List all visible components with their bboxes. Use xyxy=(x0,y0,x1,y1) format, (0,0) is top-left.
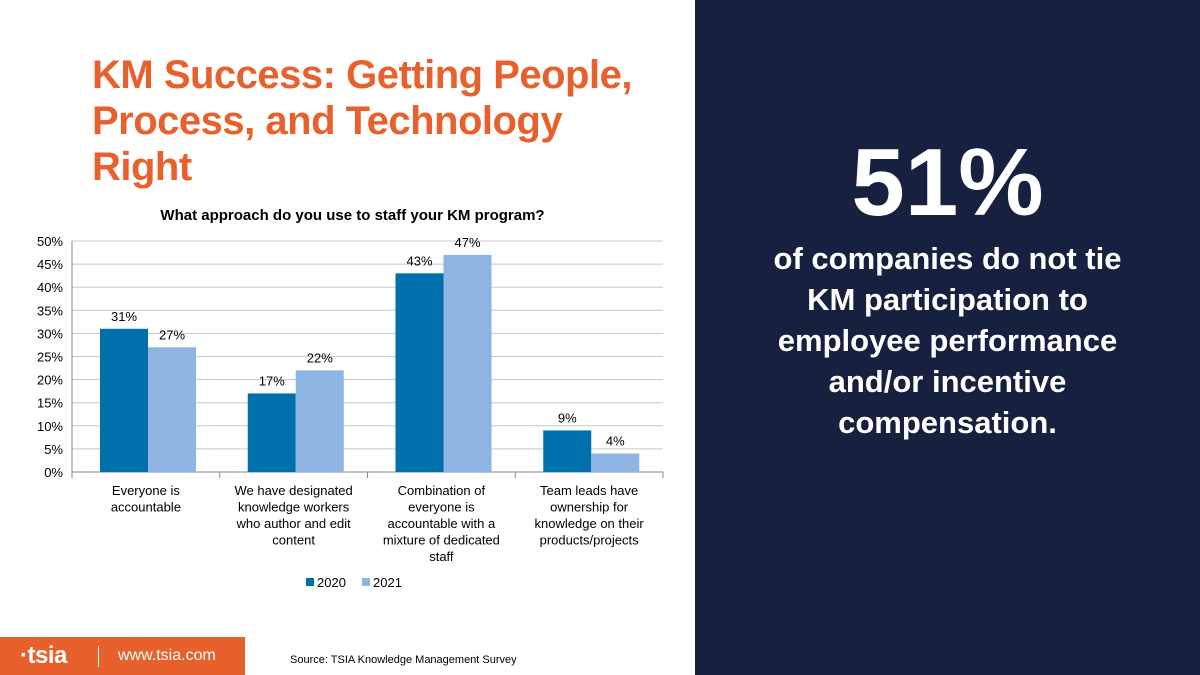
bar-chart: What approach do you use to staff your K… xyxy=(37,207,664,590)
x-category-label-line: Combination of xyxy=(398,483,486,498)
data-label: 22% xyxy=(307,350,333,365)
y-tick-label: 30% xyxy=(37,326,63,341)
bar-2021-3 xyxy=(443,254,492,472)
stat-line-4: and/or incentive xyxy=(828,364,1067,399)
y-tick-label: 15% xyxy=(37,396,63,411)
x-category-label: Team leads have ownership for knowledge on… xyxy=(535,483,645,548)
stat-value: 51% xyxy=(851,129,1044,236)
y-tick-label: 45% xyxy=(37,257,63,272)
legend-swatch-2020 xyxy=(306,578,314,586)
y-tick-label: 5% xyxy=(44,442,63,457)
y-tick-label: 20% xyxy=(37,373,63,388)
bar-2021-1 xyxy=(148,347,196,472)
legend-label-2021: 2021 xyxy=(373,575,402,590)
title-line-2: Process, and Technology Right xyxy=(92,99,563,189)
bar-2020-4 xyxy=(543,430,592,472)
x-category-label-line: We have designated xyxy=(234,483,352,498)
data-label: 31% xyxy=(111,309,137,324)
x-category-label-line: accountable with a xyxy=(388,516,496,531)
data-label: 27% xyxy=(159,327,185,342)
legend-label-2020: 2020 xyxy=(317,575,346,590)
x-category-label: We have designated knowledge workers who a… xyxy=(234,483,352,548)
stat-description: of companies do not tie KM participation… xyxy=(695,238,1200,443)
y-tick-label: 50% xyxy=(37,234,63,249)
x-category-label-line: ownership for xyxy=(550,500,629,515)
legend-swatch-2021 xyxy=(362,578,370,586)
y-tick-label: 10% xyxy=(37,419,63,434)
website-link[interactable]: www.tsia.com xyxy=(118,647,216,664)
stat-line-3: employee performance xyxy=(777,323,1118,358)
y-tick-label: 40% xyxy=(37,280,63,295)
left-panel: KM Success: Getting People, Process, and… xyxy=(0,52,672,675)
x-category-label-line: Everyone is xyxy=(112,483,180,498)
y-tick-label: 0% xyxy=(44,465,63,480)
bar-2021-4 xyxy=(591,453,640,472)
x-category-label-line: Team leads have xyxy=(540,483,638,498)
x-category-label-line: knowledge workers xyxy=(238,500,350,515)
footer-divider xyxy=(98,646,99,667)
x-category-label-line: content xyxy=(272,533,315,548)
source-note: Source: TSIA Knowledge Management Survey xyxy=(290,654,517,666)
x-category-label-line: knowledge on their xyxy=(535,516,645,531)
chart-title: What approach do you use to staff your K… xyxy=(160,207,544,224)
x-category-label-line: accountable xyxy=(111,500,181,515)
stat-panel: 51% of companies do not tie KM participa… xyxy=(695,0,1200,675)
x-category-label-line: mixture of dedicated xyxy=(383,533,500,548)
x-category-label-line: who author and edit xyxy=(236,516,352,531)
data-label: 47% xyxy=(454,235,480,250)
data-label: 4% xyxy=(606,434,625,449)
stat-line-2: KM participation to xyxy=(807,282,1088,317)
y-tick-label: 25% xyxy=(37,350,63,365)
bar-2020-1 xyxy=(100,328,148,472)
stat-line-1: of companies do not tie xyxy=(773,241,1122,276)
slide-title: KM Success: Getting People, Process, and… xyxy=(92,52,672,190)
x-category-label-line: everyone is xyxy=(408,500,475,515)
title-line-1: KM Success: Getting People, xyxy=(92,53,632,97)
data-label: 17% xyxy=(259,373,285,388)
bar-2020-2 xyxy=(247,393,296,472)
bar-2021-2 xyxy=(295,370,344,472)
data-label: 9% xyxy=(558,410,577,425)
x-category-label-line: products/projects xyxy=(540,533,639,548)
y-tick-label: 35% xyxy=(37,303,63,318)
data-label: 43% xyxy=(406,253,432,268)
x-category-label-line: staff xyxy=(429,549,454,564)
x-category-label: Combination of everyone is accountable wit… xyxy=(383,483,500,564)
stat-line-5: compensation. xyxy=(838,405,1057,440)
bar-2020-3 xyxy=(395,273,444,472)
tsia-logo: ·tsia xyxy=(20,642,67,669)
footer-bar: ·tsia www.tsia.com xyxy=(0,637,245,675)
x-category-label: Everyone is accountable xyxy=(111,483,181,515)
